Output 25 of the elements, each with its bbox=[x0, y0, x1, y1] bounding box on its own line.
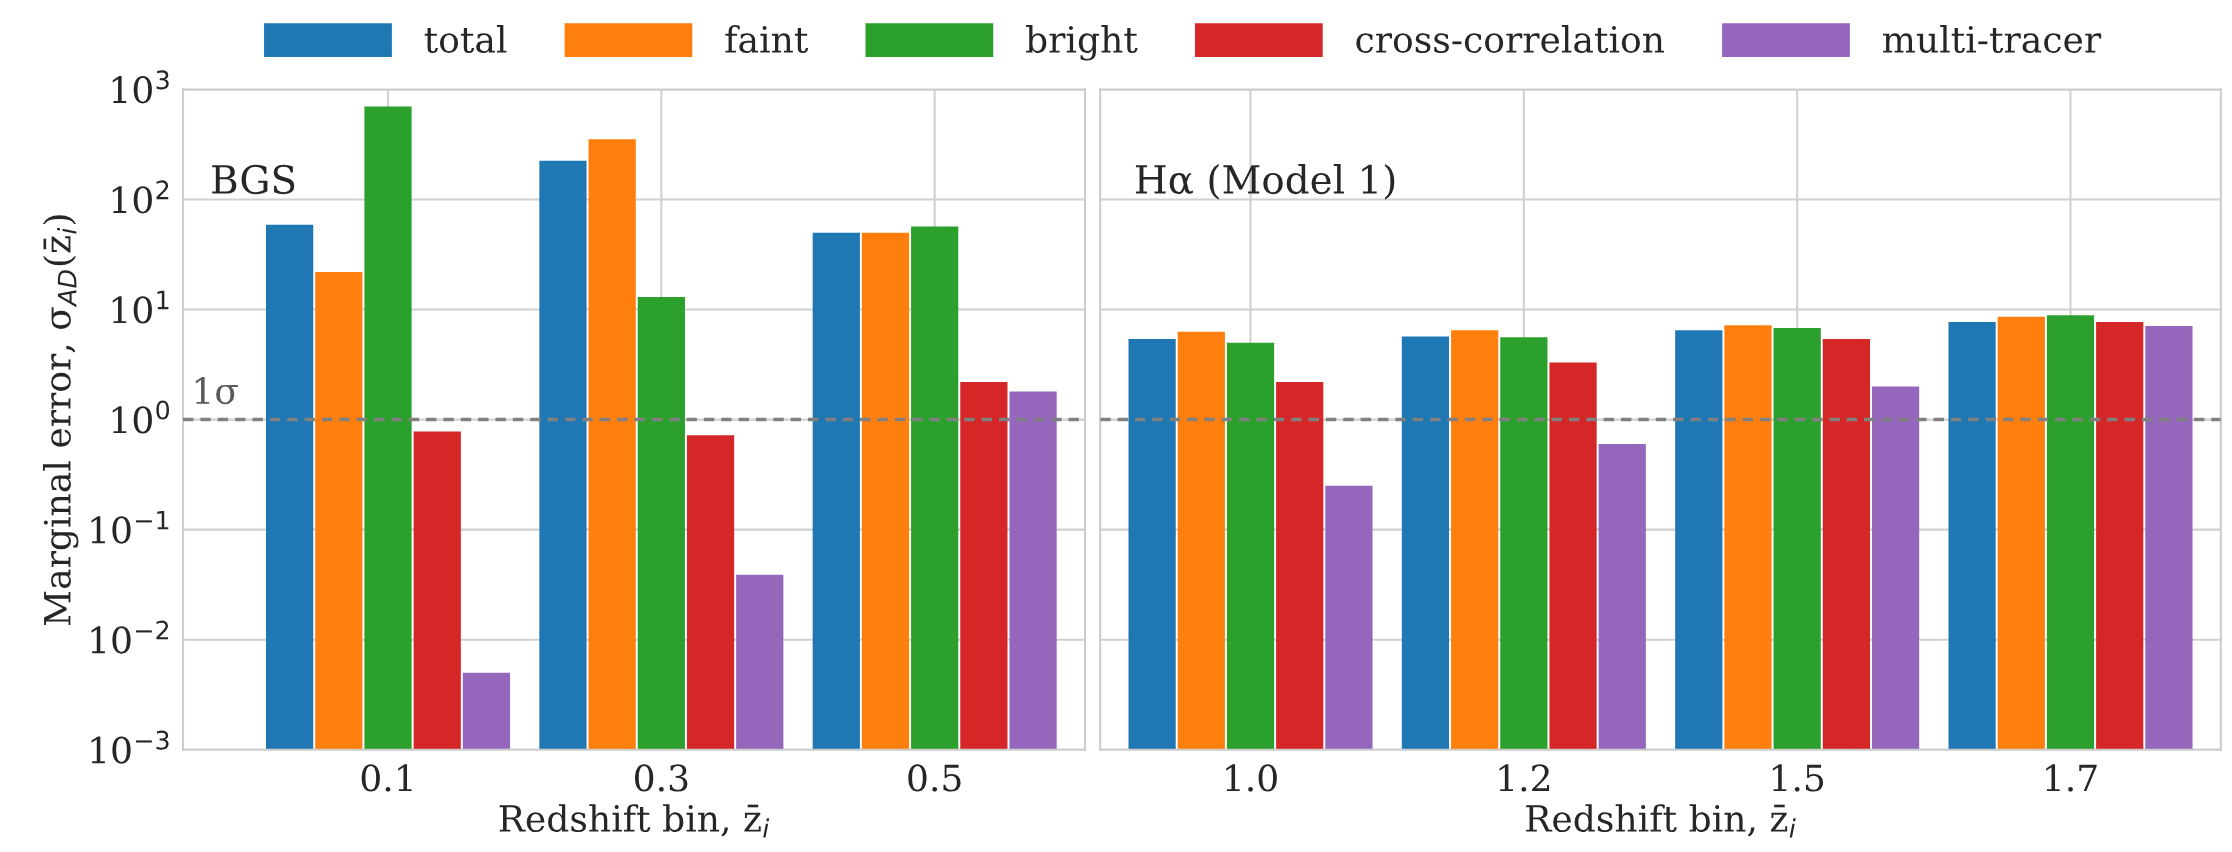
x-tick-label: 1.5 bbox=[1772, 764, 1824, 792]
x-tick-label: 1.0 bbox=[1226, 764, 1277, 792]
x-tick-label: 1.7 bbox=[2046, 764, 2097, 792]
x-axis-title: Redshift bin, z̄$_{i}$ bbox=[1526, 804, 1796, 838]
legend-label: cross-correlation bbox=[1356, 25, 1665, 54]
x-tick-label: 0.1 bbox=[361, 764, 412, 792]
y-tick-label: 10$^{3}$ bbox=[112, 70, 169, 104]
legend-label: multi-tracer bbox=[1882, 25, 2102, 54]
legend-label: faint bbox=[725, 25, 809, 54]
y-tick-label: 10$^{0}$ bbox=[112, 400, 170, 434]
ref-line-label: 1σ bbox=[195, 376, 238, 405]
x-tick-label: 0.3 bbox=[635, 764, 688, 792]
y-tick-label: 10$^{2}$ bbox=[112, 180, 169, 214]
y-tick-label: 10$^{−1}$ bbox=[91, 510, 169, 544]
y-axis-title: Marginal error, σ$_{AD}$(z̄$_{i}$) bbox=[42, 215, 79, 626]
x-tick-label: 1.2 bbox=[1499, 764, 1550, 792]
annotation: Hα (Model 1) bbox=[1135, 164, 1395, 200]
legend-label: bright bbox=[1026, 25, 1138, 61]
y-tick-label: 10$^{−2}$ bbox=[91, 620, 169, 654]
x-axis-title: Redshift bin, z̄$_{i}$ bbox=[499, 804, 770, 838]
legend-label: total bbox=[424, 25, 507, 54]
annotation: BGS bbox=[212, 164, 295, 195]
y-tick-label: 10$^{−3}$ bbox=[91, 730, 169, 764]
x-tick-label: 0.5 bbox=[908, 764, 961, 792]
y-tick-label: 10$^{1}$ bbox=[112, 290, 169, 324]
